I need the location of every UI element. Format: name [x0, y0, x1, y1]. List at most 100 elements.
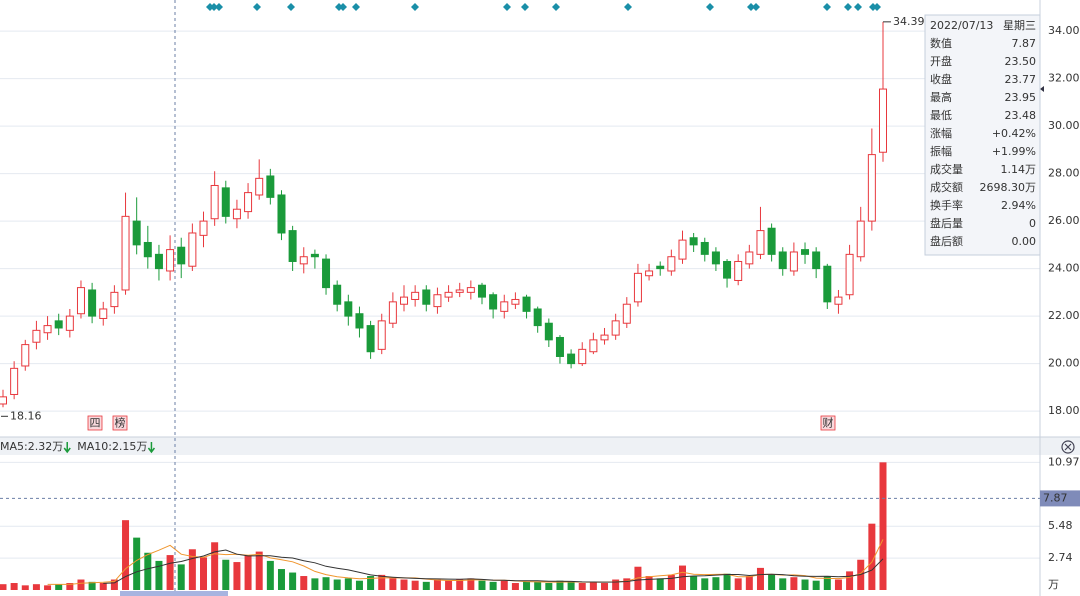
info-rows: 数值 7.87 开盘 23.50 收盘 23.77 最高 23.95 最低 23.48 涨幅 +0.4… — [930, 37, 1036, 248]
candle-body — [143, 241, 152, 258]
volume-bar — [745, 576, 753, 590]
volume-bar — [322, 577, 330, 590]
candle-body — [489, 294, 498, 310]
candle-body — [65, 315, 74, 331]
volume-bar — [411, 580, 419, 590]
badge-box — [112, 415, 128, 431]
candle-body — [645, 270, 654, 277]
info-label: 换手率 — [930, 198, 963, 212]
marks — [0, 21, 887, 590]
volume-bar — [500, 580, 508, 590]
candle-body — [622, 303, 631, 324]
candle-body — [578, 348, 587, 365]
candle-body — [199, 220, 208, 236]
candle-body — [778, 251, 787, 270]
info-label: 涨幅 — [930, 127, 952, 140]
event-marker — [706, 3, 714, 11]
volume-bar — [55, 584, 63, 590]
candle-body — [177, 246, 186, 265]
volume-bar — [712, 577, 720, 590]
y-tick-label: 30.00 — [1048, 119, 1080, 132]
volume-bar — [367, 576, 375, 590]
volume-bar — [211, 542, 219, 590]
scrollbar[interactable] — [120, 591, 228, 596]
volume-bar — [177, 564, 185, 590]
info-date: 2022/07/13 — [930, 19, 993, 32]
volume-bar — [879, 462, 887, 590]
candle-body — [244, 192, 253, 213]
volume-bar — [110, 579, 118, 590]
volume-bar — [701, 578, 709, 590]
crosshair-label-box — [1040, 490, 1080, 507]
candle-body — [188, 232, 197, 267]
y-tick-label: 24.00 — [1048, 262, 1080, 275]
event-marker — [844, 3, 852, 11]
candle-body — [723, 260, 732, 279]
badge: 财 — [823, 416, 834, 430]
volume-bar — [66, 583, 74, 590]
info-label: 盘后额 — [930, 234, 963, 248]
candle-body — [700, 241, 709, 255]
candle-body — [388, 301, 397, 324]
candle-body — [656, 265, 665, 270]
info-label: 盘后量 — [930, 216, 963, 230]
volume-bar — [344, 578, 352, 590]
max-annotation: 34.39 — [893, 15, 925, 28]
candle-body — [812, 251, 821, 270]
candle-body — [522, 296, 531, 312]
volume-bar — [44, 585, 52, 590]
candle-body — [767, 227, 776, 255]
volume-bar — [534, 581, 542, 590]
y-tick-label: 18.00 — [1048, 404, 1080, 417]
candle-body — [132, 220, 141, 246]
badge-box — [820, 415, 836, 431]
volume-bar — [478, 580, 486, 590]
volume-bar — [433, 579, 441, 590]
y-tick-label: 26.00 — [1048, 214, 1080, 227]
volume-bar — [868, 523, 876, 590]
candle-body — [355, 313, 364, 329]
volume-bar — [589, 581, 597, 590]
volume-bar — [846, 571, 854, 590]
volume-bar — [133, 537, 141, 590]
info-label: 最低 — [930, 109, 952, 122]
badge: 四 — [90, 417, 101, 430]
candle-body — [322, 258, 331, 289]
candle-body — [377, 320, 386, 350]
y-tick-label: 20.00 — [1048, 357, 1080, 370]
volume-bar — [99, 583, 107, 590]
info-value: 23.95 — [1005, 91, 1037, 104]
volume-bar — [734, 578, 742, 590]
crosshair-label: 7.87 — [1043, 491, 1068, 504]
volume-bar — [834, 579, 842, 590]
candle-body — [678, 239, 687, 260]
volume-bar — [0, 584, 7, 590]
event-marker — [339, 3, 347, 11]
volume-bar — [122, 520, 130, 590]
candle-body — [288, 230, 297, 262]
volume-bar — [812, 580, 820, 590]
candle-body — [110, 291, 119, 308]
info-label: 开盘 — [930, 54, 952, 68]
info-value: +0.42% — [992, 127, 1036, 140]
volume-bar — [511, 583, 519, 590]
volume-bar — [389, 578, 397, 590]
close-button[interactable] — [1061, 440, 1075, 454]
volume-bar — [200, 557, 208, 590]
badge: 榜 — [115, 416, 126, 430]
candle-body — [433, 294, 442, 308]
candle-body — [756, 230, 765, 255]
info-value: 7.87 — [1012, 37, 1037, 50]
candle-body — [210, 184, 219, 220]
candle-body — [277, 194, 286, 234]
volume-bar — [690, 576, 698, 590]
volume-bar — [445, 580, 453, 590]
candle-body — [232, 208, 241, 220]
volume-bar — [144, 552, 152, 590]
volume-bar — [489, 581, 497, 590]
candle-body — [10, 367, 19, 395]
candle-body — [255, 177, 264, 196]
info-value: 0 — [1029, 217, 1036, 230]
